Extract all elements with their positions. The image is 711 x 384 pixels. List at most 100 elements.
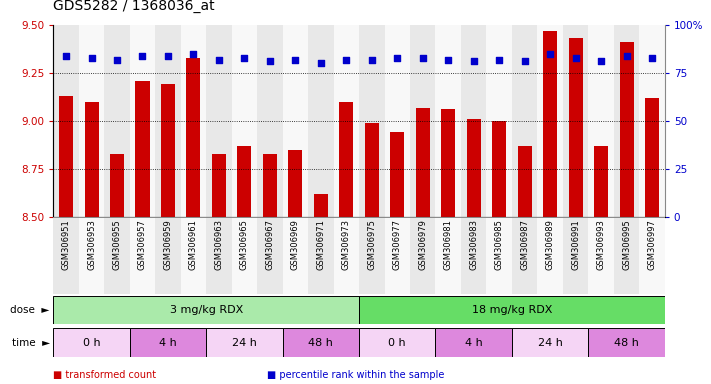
Bar xyxy=(486,217,512,294)
Bar xyxy=(79,217,105,294)
Bar xyxy=(53,25,79,217)
Bar xyxy=(212,154,226,217)
Bar xyxy=(333,25,359,217)
Bar xyxy=(466,119,481,217)
Bar xyxy=(257,217,283,294)
Bar xyxy=(59,96,73,217)
Text: time  ►: time ► xyxy=(11,338,50,348)
Text: GSM306955: GSM306955 xyxy=(112,219,122,270)
Bar xyxy=(435,25,461,217)
Bar xyxy=(365,123,379,217)
Bar xyxy=(512,25,538,217)
Bar xyxy=(614,217,639,294)
Bar xyxy=(461,25,486,217)
Text: 0 h: 0 h xyxy=(82,338,100,348)
Text: ■ percentile rank within the sample: ■ percentile rank within the sample xyxy=(267,370,444,380)
Text: GSM306991: GSM306991 xyxy=(571,219,580,270)
Bar xyxy=(461,217,486,294)
Bar xyxy=(289,150,302,217)
Text: GSM306979: GSM306979 xyxy=(418,219,427,270)
Text: GDS5282 / 1368036_at: GDS5282 / 1368036_at xyxy=(53,0,215,13)
Bar xyxy=(645,98,659,217)
Bar xyxy=(79,25,105,217)
Text: GSM306959: GSM306959 xyxy=(164,219,173,270)
Bar xyxy=(181,217,206,294)
Bar xyxy=(232,25,257,217)
Bar xyxy=(161,84,175,217)
Bar xyxy=(232,217,257,294)
Bar xyxy=(333,217,359,294)
Bar xyxy=(129,328,206,357)
Text: 24 h: 24 h xyxy=(232,338,257,348)
Bar xyxy=(614,25,639,217)
Text: GSM306995: GSM306995 xyxy=(622,219,631,270)
Point xyxy=(341,56,352,63)
Bar xyxy=(136,81,149,217)
Bar xyxy=(257,25,283,217)
Bar xyxy=(359,25,385,217)
Text: GSM306951: GSM306951 xyxy=(62,219,70,270)
Point xyxy=(621,53,632,59)
Point xyxy=(595,58,606,65)
Bar xyxy=(442,109,455,217)
Bar xyxy=(186,58,201,217)
Point xyxy=(60,53,72,59)
Bar xyxy=(390,132,405,217)
Text: GSM306967: GSM306967 xyxy=(265,219,274,270)
Text: GSM306961: GSM306961 xyxy=(189,219,198,270)
Text: GSM306997: GSM306997 xyxy=(648,219,656,270)
Text: 18 mg/kg RDX: 18 mg/kg RDX xyxy=(471,305,552,315)
Point xyxy=(493,56,505,63)
Point xyxy=(213,56,225,63)
Bar xyxy=(512,328,589,357)
Text: GSM306969: GSM306969 xyxy=(291,219,300,270)
Bar xyxy=(435,328,512,357)
Point xyxy=(264,58,276,65)
Bar xyxy=(283,328,359,357)
Bar xyxy=(416,108,429,217)
Point xyxy=(188,51,199,57)
Text: GSM306983: GSM306983 xyxy=(469,219,479,270)
Bar xyxy=(283,25,308,217)
Bar xyxy=(53,217,79,294)
Bar xyxy=(589,217,614,294)
Bar xyxy=(308,25,333,217)
Bar xyxy=(155,217,181,294)
Bar xyxy=(512,217,538,294)
Bar xyxy=(110,154,124,217)
Bar xyxy=(206,25,232,217)
Bar xyxy=(538,217,563,294)
Bar xyxy=(569,38,582,217)
Bar xyxy=(105,25,129,217)
Point xyxy=(162,53,173,59)
Point xyxy=(442,56,454,63)
Point xyxy=(392,55,403,61)
Point xyxy=(646,55,658,61)
Bar xyxy=(543,31,557,217)
Point xyxy=(417,55,429,61)
Point xyxy=(545,51,556,57)
Bar xyxy=(639,25,665,217)
Text: GSM306981: GSM306981 xyxy=(444,219,453,270)
Bar xyxy=(105,217,129,294)
Point xyxy=(86,55,97,61)
Bar xyxy=(359,217,385,294)
Bar xyxy=(594,146,608,217)
Bar xyxy=(155,25,181,217)
Text: 4 h: 4 h xyxy=(465,338,483,348)
Bar xyxy=(538,25,563,217)
Point xyxy=(112,56,123,63)
Bar xyxy=(206,217,232,294)
Bar xyxy=(518,146,532,217)
Text: 3 mg/kg RDX: 3 mg/kg RDX xyxy=(169,305,243,315)
Text: GSM306989: GSM306989 xyxy=(545,219,555,270)
Point xyxy=(366,56,378,63)
Bar xyxy=(492,121,506,217)
Text: GSM306971: GSM306971 xyxy=(316,219,326,270)
Point xyxy=(137,53,148,59)
Text: GSM306957: GSM306957 xyxy=(138,219,147,270)
Text: GSM306987: GSM306987 xyxy=(520,219,529,270)
Text: GSM306973: GSM306973 xyxy=(342,219,351,270)
Bar xyxy=(385,217,410,294)
Bar xyxy=(181,25,206,217)
